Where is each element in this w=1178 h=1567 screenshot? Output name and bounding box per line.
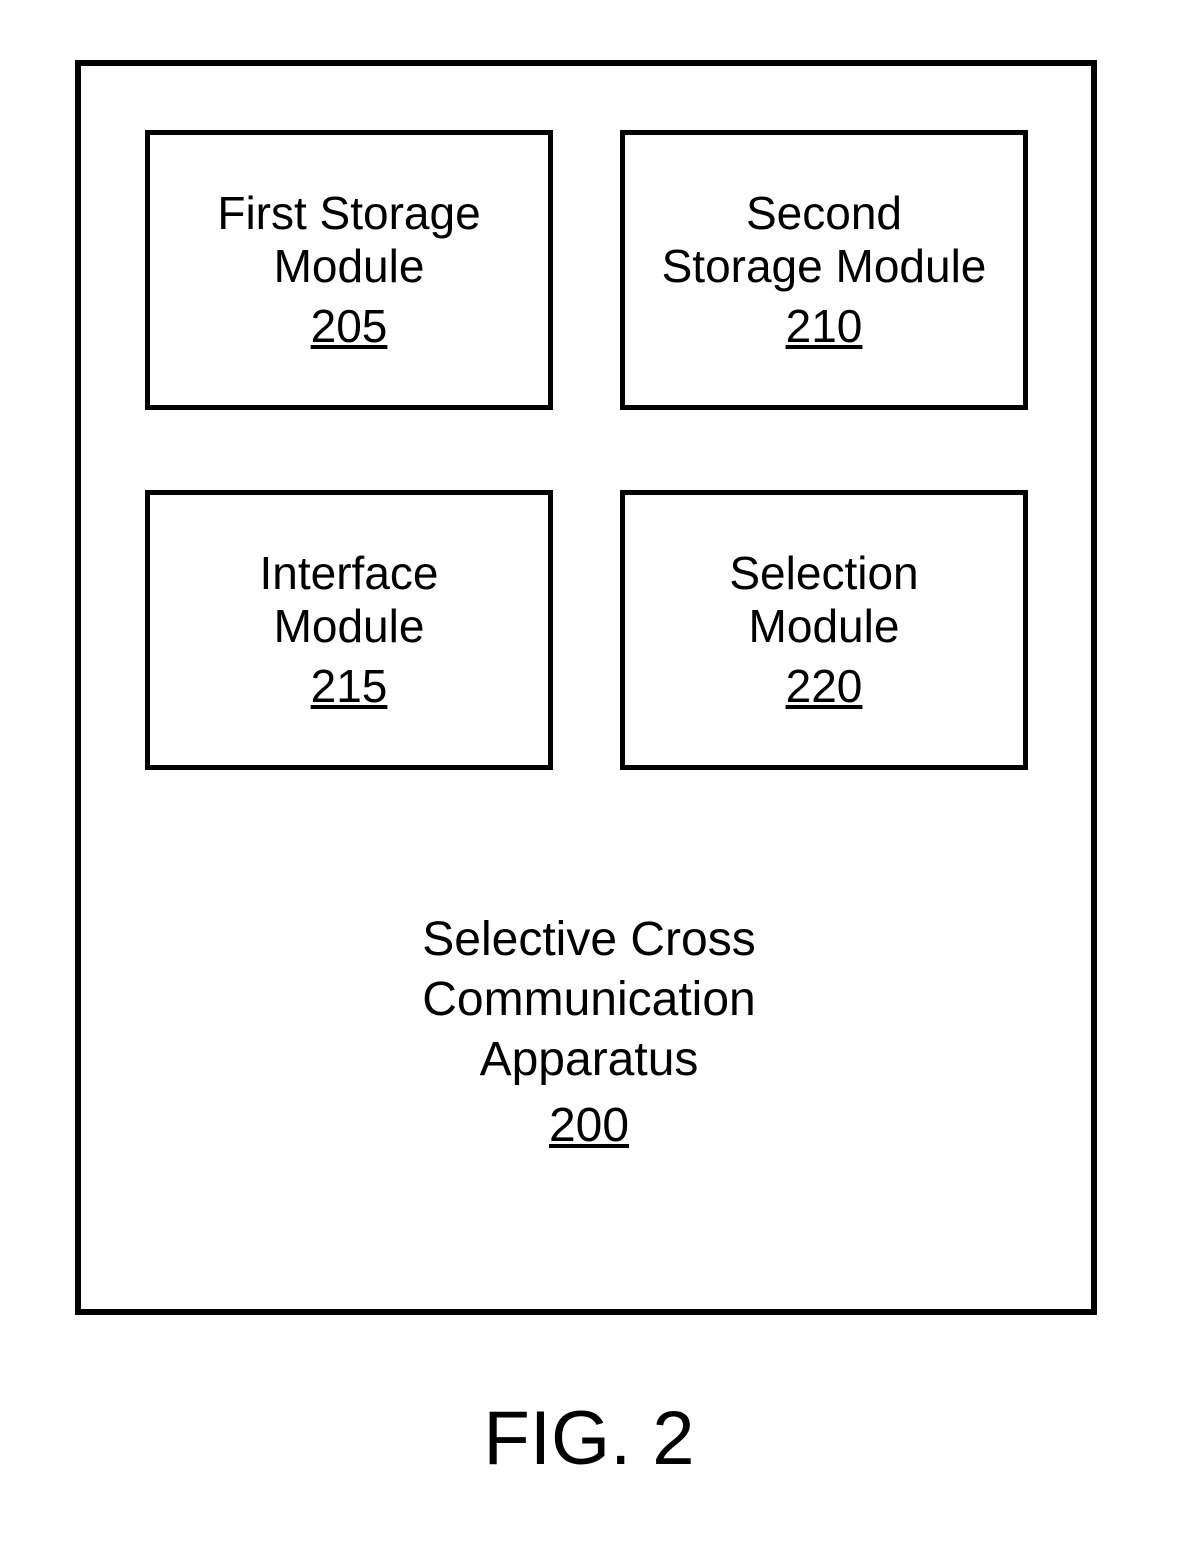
module-label: First Storage Module — [217, 187, 480, 293]
figure-caption: FIG. 2 — [0, 1395, 1178, 1482]
apparatus-line3: Apparatus — [480, 1033, 699, 1086]
module-ref-number: 210 — [786, 299, 863, 353]
diagram-canvas: First Storage Module 205 Second Storage … — [0, 0, 1178, 1567]
module-label-line1: Second — [746, 187, 902, 239]
module-label: Second Storage Module — [662, 187, 987, 293]
apparatus-line2: Communication — [422, 973, 755, 1026]
module-ref-number: 220 — [786, 659, 863, 713]
module-label-line1: First Storage — [217, 187, 480, 239]
module-ref-number: 215 — [311, 659, 388, 713]
module-ref-number: 205 — [311, 299, 388, 353]
module-box-first-storage: First Storage Module 205 — [145, 130, 553, 410]
module-label-line2: Module — [749, 600, 900, 652]
module-label-line2: Storage Module — [662, 240, 987, 292]
module-label: Selection Module — [729, 547, 918, 653]
module-box-interface: Interface Module 215 — [145, 490, 553, 770]
apparatus-title: Selective Cross Communication Apparatus … — [0, 910, 1178, 1156]
apparatus-line1: Selective Cross — [422, 913, 755, 966]
module-label-line1: Interface — [260, 547, 439, 599]
module-label-line2: Module — [274, 240, 425, 292]
module-label: Interface Module — [260, 547, 439, 653]
module-box-selection: Selection Module 220 — [620, 490, 1028, 770]
apparatus-ref-number: 200 — [549, 1096, 629, 1156]
module-label-line2: Module — [274, 600, 425, 652]
figure-caption-text: FIG. 2 — [483, 1396, 694, 1481]
module-label-line1: Selection — [729, 547, 918, 599]
module-box-second-storage: Second Storage Module 210 — [620, 130, 1028, 410]
